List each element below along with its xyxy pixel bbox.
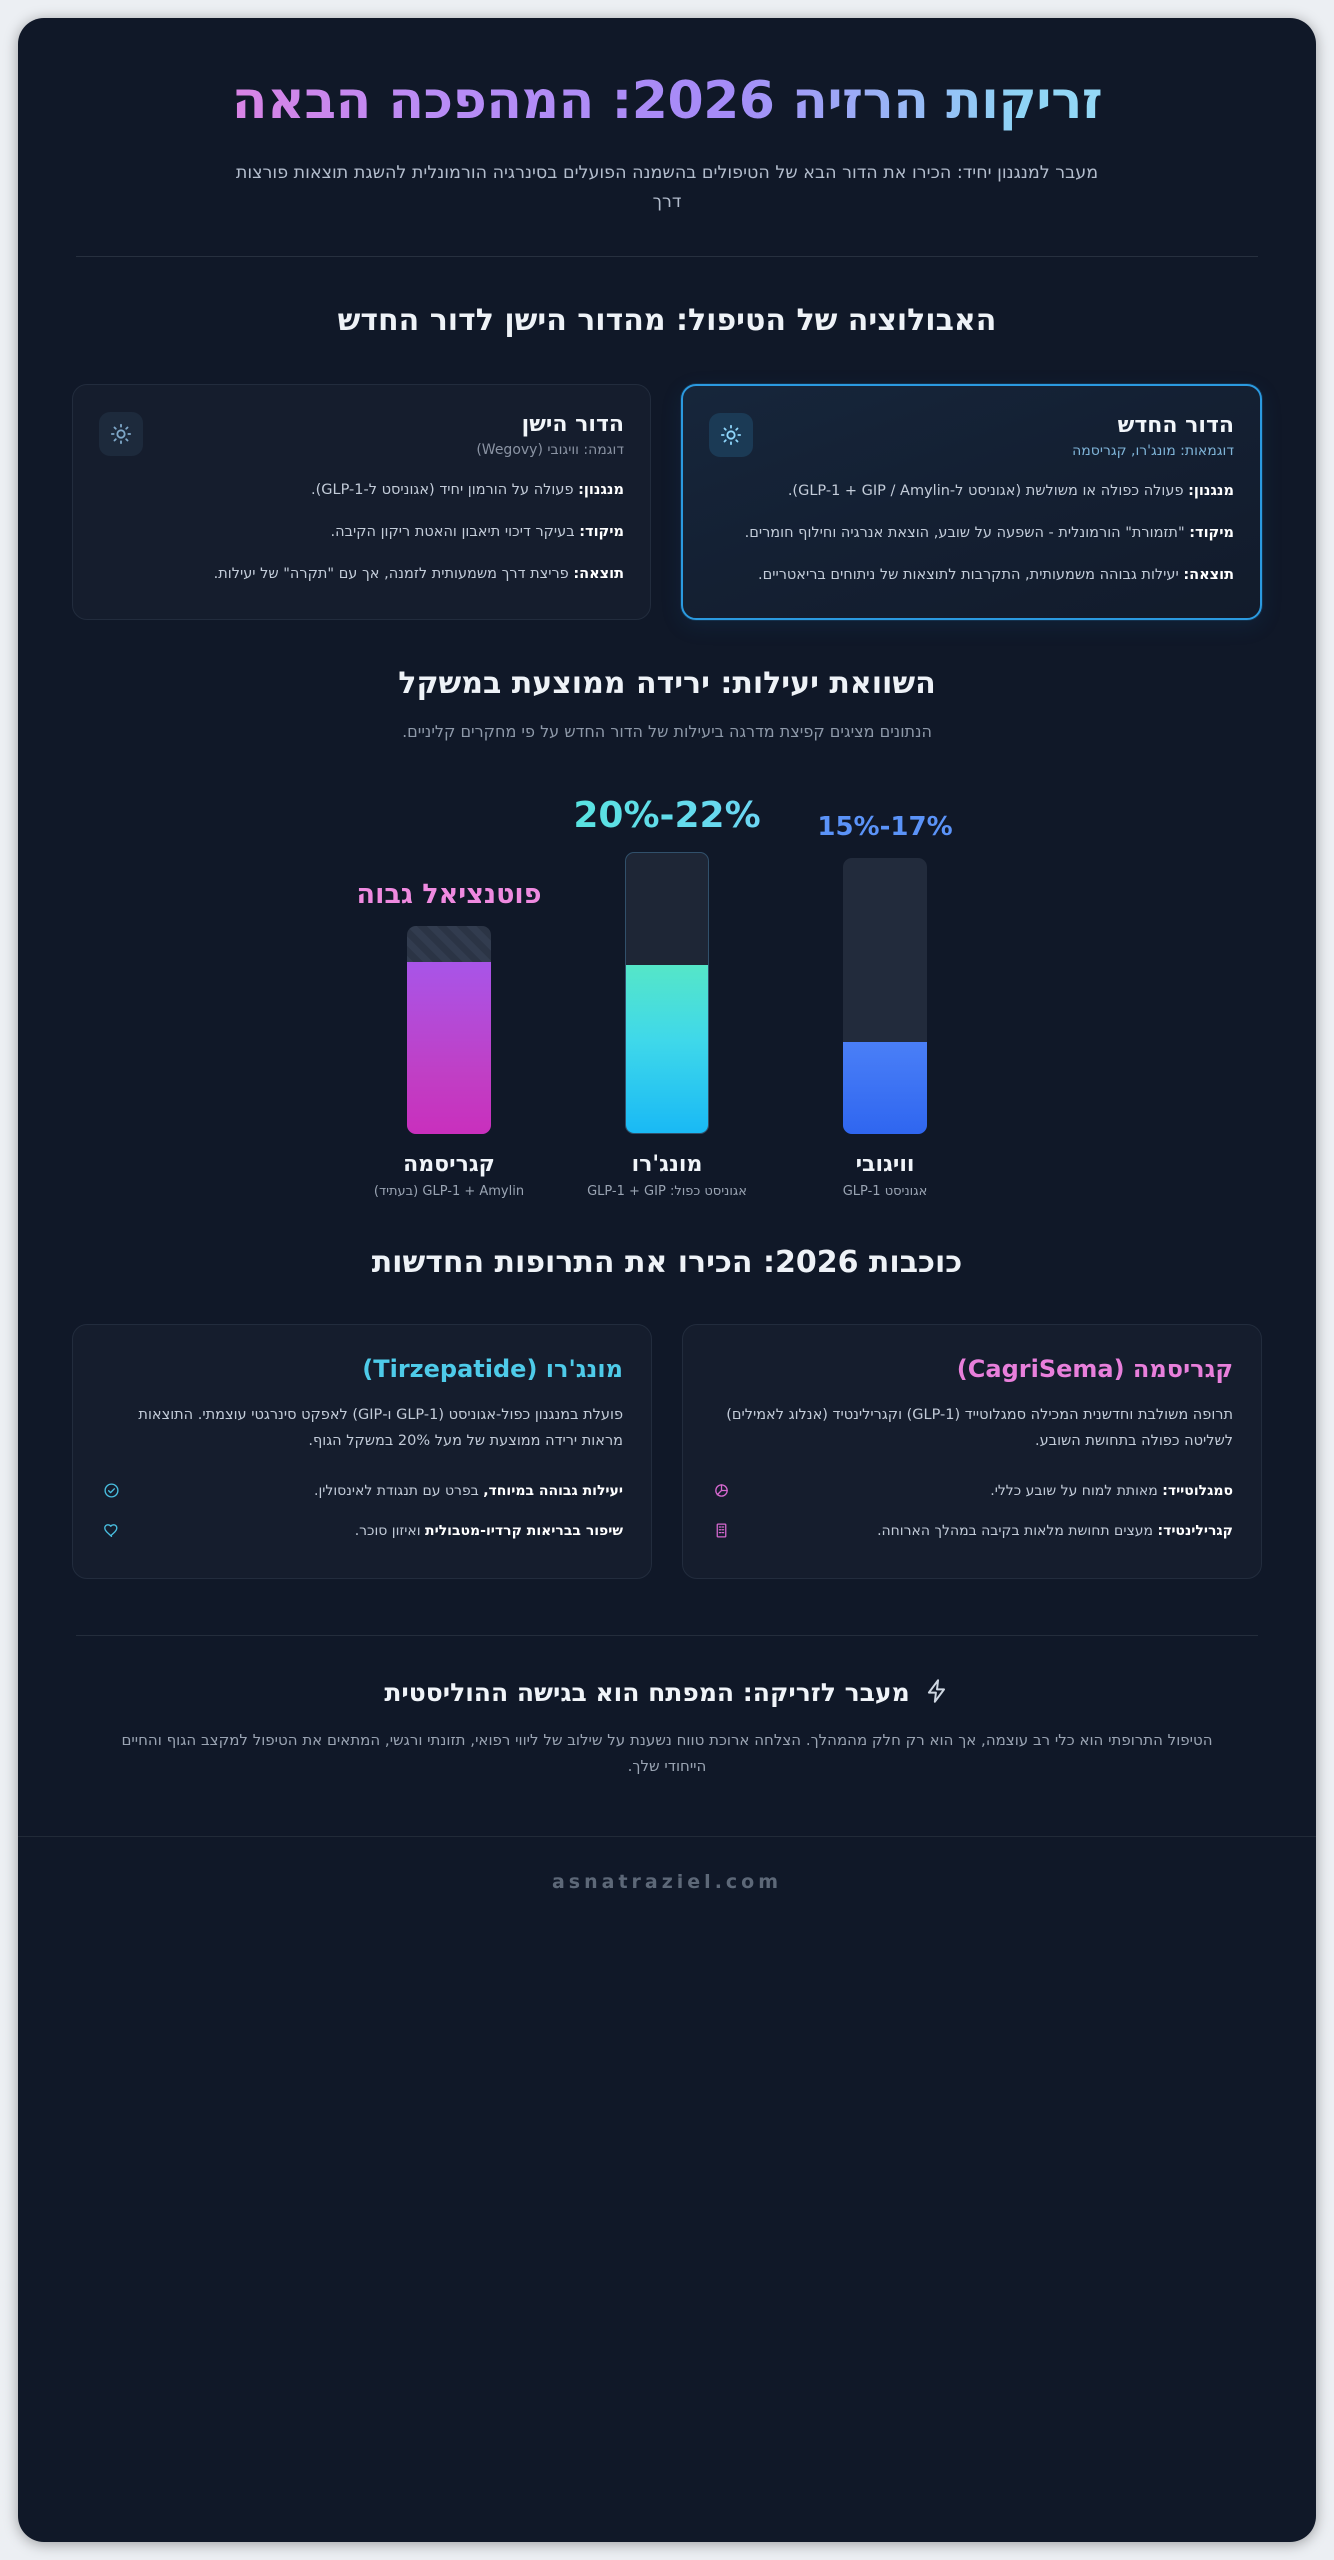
card-old-row-1-label: מיקוד: (579, 524, 624, 541)
pie-slice-icon (711, 1482, 731, 1499)
card-old-row-0: מנגנון: פעולה על הורמון יחיד (אגוניסט ל-… (99, 478, 624, 503)
bar-mounjaro-value: 20%-22% (573, 795, 761, 837)
footer-title: מעבר לזריקה: המפתח הוא בגישה ההוליסטית (384, 1678, 910, 1708)
footer-text: הטיפול התרופתי הוא כלי רב עוצמה, אך הוא … (121, 1730, 1213, 1775)
card-old-row-1-text: בעיקר דיכוי תיאבון והאטת ריקון הקיבה. (330, 524, 580, 541)
list-item-label: שיפור בבריאות קרדיו-מטבולית (425, 1523, 623, 1540)
card-old-titles: הדור הישן דוגמה: וויגובי (Wegovy) (157, 411, 624, 459)
card-old-title: הדור הישן (521, 411, 624, 437)
brand-watermark: asnatraziel.com (551, 1870, 783, 1893)
check-circle-icon (101, 1482, 121, 1499)
bar-cagrisema-sublabel: GLP-1 + Amylin (בעתיד) (373, 1184, 525, 1200)
card-new-titles: הדור החדש דוגמאות: מונג'רו, קגריסמה (767, 412, 1234, 460)
list-item-label: סמגלוטייד: (1162, 1483, 1233, 1500)
footer-divider (76, 1634, 1258, 1636)
card-new-header: הדור החדש דוגמאות: מונג'רו, קגריסמה (709, 412, 1234, 460)
header: זריקות הרזיה 2026: המהפכה הבאה מעבר למנג… (18, 18, 1316, 216)
bar-mounjaro-fill (626, 965, 708, 1134)
bar-wegovy-fill (843, 1042, 927, 1135)
list-item-label: יעילות גבוהה במיוחד, (483, 1483, 623, 1500)
drug-card-mounjaro-title: מונג'רו (Tirzepatide) (362, 1354, 623, 1383)
card-old-row-2-text: פריצת דרך משמעותית לזמנה, אך עם "תקרה" ש… (213, 566, 574, 582)
card-new-row-0-text: פעולה כפולה או משולשת (אגוניסט ל-GLP-1 +… (787, 483, 1189, 500)
footer-heading-row: מעבר לזריקה: המפתח הוא בגישה ההוליסטית (18, 1636, 1316, 1708)
list-item: סמגלוטייד: מאותת למוח על שובע כללי. (711, 1480, 1233, 1504)
comparison-heading: האבולוציה של הטיפול: מהדור הישן לדור החד… (337, 303, 997, 339)
card-new-row-2-label: תוצאה: (1183, 567, 1234, 583)
bar-mounjaro-track (625, 852, 709, 1135)
list-item-text: קגרילינטיד: מעצים תחושת מלאות בקיבה במהל… (742, 1520, 1233, 1544)
drug-card-cagrisema: קגריסמה (CagriSema) תרופה משולבת וחדשנית… (682, 1323, 1262, 1579)
chart-subtitle: הנתונים מציגים קפיצת מדרגה ביעילות של הד… (402, 722, 932, 742)
infographic-sheet: זריקות הרזיה 2026: המהפכה הבאה מעבר למנג… (18, 18, 1316, 2542)
bar-cagrisema-value: פוטנציאל גבוה (356, 879, 542, 911)
bar-wegovy-sublabel: אגוניסט GLP-1 (842, 1184, 928, 1200)
card-new-row-1-label: מיקוד: (1189, 525, 1234, 542)
drug-card-mounjaro: מונג'רו (Tirzepatide) פועלת במנגנון כפול… (72, 1323, 652, 1579)
page-title: זריקות הרזיה 2026: המהפכה הבאה (76, 70, 1258, 133)
list-item-detail: ואיזון סוכר. (354, 1523, 426, 1540)
list-item-text: יעילות גבוהה במיוחד, בפרט עם תנגודת לאינ… (132, 1480, 623, 1504)
heart-icon (101, 1522, 121, 1539)
card-new-row-0-label: מנגנון: (1188, 483, 1234, 500)
list-item: שיפור בבריאות קרדיו-מטבולית ואיזון סוכר. (101, 1520, 623, 1544)
card-old-row-1: מיקוד: בעיקר דיכוי תיאבון והאטת ריקון הק… (99, 520, 624, 545)
list-item-detail: מאותת למוח על שובע כללי. (990, 1483, 1163, 1500)
header-divider (76, 256, 1258, 258)
list-item-detail: בפרט עם תנגודת לאינסולין. (314, 1483, 484, 1500)
card-old-subtitle: דוגמה: וויגובי (Wegovy) (476, 442, 624, 459)
comparison-cards: הדור החדש דוגמאות: מונג'רו, קגריסמה מנגנ… (18, 342, 1316, 620)
efficacy-chart: פוטנציאל גבוה קגריסמה GLP-1 + Amylin (בע… (18, 745, 1316, 1199)
card-old-row-2-label: תוצאה: (573, 566, 624, 582)
bar-mounjaro-label: מונג'רו (631, 1152, 703, 1178)
drug-card-cagrisema-body: תרופה משולבת וחדשנית המכילה סמגלוטייד (G… (726, 1406, 1233, 1449)
bar-wegovy-label: וויגובי (855, 1152, 915, 1178)
card-old-row-0-text: פעולה על הורמון יחיד (אגוניסט ל-GLP-1). (311, 482, 579, 499)
list-item: קגרילינטיד: מעצים תחושת מלאות בקיבה במהל… (711, 1520, 1233, 1544)
drug-card-mounjaro-body: פועלת במנגנון כפול-אגוניסט (GLP-1 ו-GIP)… (138, 1406, 623, 1449)
card-new-row-2: תוצאה: יעילות גבוהה משמעותית, התקרבות לת… (709, 563, 1234, 588)
card-new-title: הדור החדש (1117, 412, 1234, 438)
bar-cagrisema-label: קגריסמה (403, 1152, 495, 1178)
drug-card-mounjaro-bullets: יעילות גבוהה במיוחד, בפרט עם תנגודת לאינ… (101, 1480, 623, 1544)
drug-cards: קגריסמה (CagriSema) תרופה משולבת וחדשנית… (18, 1284, 1316, 1579)
bar-wegovy-value: 15%-17% (817, 812, 953, 843)
bar-wegovy: 15%-17% וויגובי אגוניסט GLP-1 (817, 812, 952, 1200)
bar-mounjaro-sublabel: אגוניסט כפול: GLP-1 + GIP (587, 1184, 747, 1200)
page-subtitle: מעבר למנגנון יחיד: הכירו את הדור הבא של … (235, 163, 1099, 212)
building-icon (711, 1522, 731, 1539)
card-new-row-1: מיקוד: "תזמורת" הורמונלית - השפעה על שוב… (709, 521, 1234, 546)
brand-divider (18, 1835, 1316, 1837)
list-item-detail: מעצים תחושת מלאות בקיבה במהלך הארוחה. (877, 1523, 1158, 1540)
card-new-row-0: מנגנון: פעולה כפולה או משולשת (אגוניסט ל… (709, 479, 1234, 504)
card-old-header: הדור הישן דוגמה: וויגובי (Wegovy) (99, 411, 624, 459)
sun-brightness-icon (99, 412, 143, 457)
bar-cagrisema-track (407, 926, 491, 1135)
card-old-row-2: תוצאה: פריצת דרך משמעותית לזמנה, אך עם "… (99, 562, 624, 587)
list-item-label: קגרילינטיד: (1157, 1523, 1233, 1540)
card-new-row-2-text: יעילות גבוהה משמעותית, התקרבות לתוצאות ש… (757, 567, 1184, 583)
drug-card-cagrisema-bullets: סמגלוטייד: מאותת למוח על שובע כללי. קגרי… (711, 1480, 1233, 1544)
list-item-text: סמגלוטייד: מאותת למוח על שובע כללי. (742, 1480, 1233, 1504)
list-item: יעילות גבוהה במיוחד, בפרט עם תנגודת לאינ… (101, 1480, 623, 1504)
bar-wegovy-track (843, 858, 927, 1135)
list-item-text: שיפור בבריאות קרדיו-מטבולית ואיזון סוכר. (132, 1520, 623, 1544)
card-old-row-0-label: מנגנון: (578, 482, 624, 499)
card-new-row-1-text: "תזמורת" הורמונלית - השפעה על שובע, הוצא… (744, 525, 1190, 542)
bar-cagrisema-fill (407, 962, 491, 1135)
bar-cagrisema: פוטנציאל גבוה קגריסמה GLP-1 + Amylin (בע… (357, 879, 542, 1199)
bar-mounjaro: 20%-22% מונג'רו אגוניסט כפול: GLP-1 + GI… (573, 795, 760, 1199)
card-old-generation: הדור הישן דוגמה: וויגובי (Wegovy) מנגנון… (72, 383, 651, 620)
chart-heading: השוואת יעילות: ירידה ממוצעת במשקל (398, 665, 936, 701)
card-new-generation: הדור החדש דוגמאות: מונג'רו, קגריסמה מנגנ… (681, 383, 1262, 620)
drugs-heading: כוכבות 2026: הכירו את התרופות החדשות (371, 1245, 963, 1281)
drug-card-cagrisema-title: קגריסמה (CagriSema) (956, 1354, 1233, 1383)
chart-bars: פוטנציאל גבוה קגריסמה GLP-1 + Amylin (בע… (72, 779, 1262, 1199)
lightning-bolt-icon (924, 1678, 950, 1708)
sun-brightness-icon (709, 413, 753, 458)
card-new-subtitle: דוגמאות: מונג'רו, קגריסמה (1072, 443, 1234, 460)
